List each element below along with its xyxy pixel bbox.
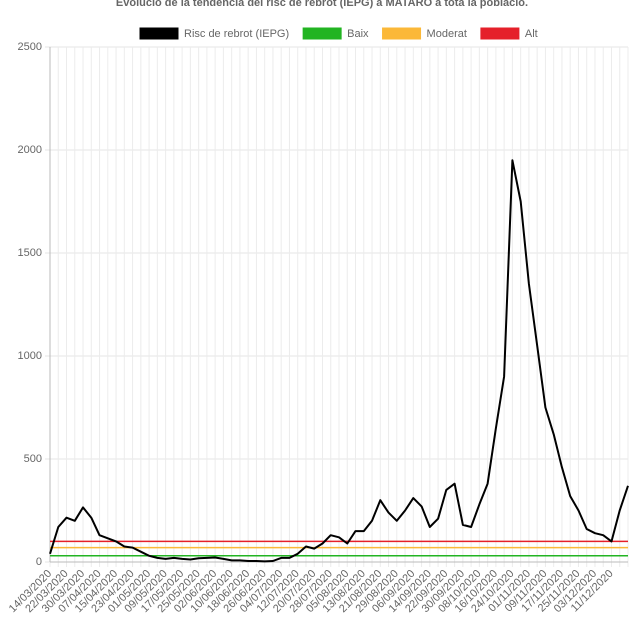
y-tick-label: 0 — [36, 556, 42, 568]
legend-label: Baix — [347, 28, 369, 40]
y-tick-label: 500 — [24, 453, 42, 465]
legend-swatch — [382, 27, 422, 40]
y-tick-label: 1500 — [18, 247, 42, 259]
legend-swatch — [139, 27, 179, 40]
legend-label: Alt — [525, 28, 538, 40]
chart-title: Evolució de la tendència del risc de reb… — [116, 0, 528, 9]
y-tick-label: 2500 — [18, 41, 42, 53]
series-line — [49, 159, 629, 563]
y-tick-label: 1000 — [18, 350, 42, 362]
legend-label: Risc de rebrot (IEPG) — [184, 28, 289, 40]
legend-swatch — [480, 27, 520, 40]
y-tick-label: 2000 — [18, 144, 42, 156]
legend-swatch — [302, 27, 342, 40]
legend-label: Moderat — [427, 28, 467, 40]
